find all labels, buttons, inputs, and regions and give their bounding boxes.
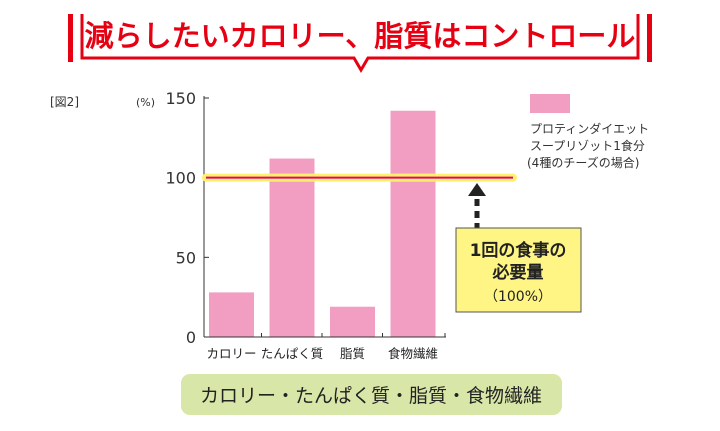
banner-bar-right — [647, 14, 652, 62]
x-tick-label: 脂質 — [340, 346, 365, 361]
title: 減らしたいカロリー、脂質はコントロール — [85, 19, 636, 53]
y-tick-label: 50 — [176, 248, 196, 267]
legend: プロティンダイエット スープリゾット1食分 (4種のチーズの場合) — [527, 94, 649, 170]
arrow-up-icon — [468, 183, 486, 230]
x-tick-label: たんぱく質 — [261, 346, 324, 361]
bar-3 — [390, 110, 436, 337]
banner-bracket — [80, 14, 640, 73]
legend-line-3: (4種のチーズの場合) — [527, 155, 639, 170]
figure-label: [図2] — [50, 95, 79, 109]
banner-bar-left — [68, 14, 73, 62]
legend-swatch — [530, 94, 570, 113]
bar-2 — [330, 306, 375, 337]
y-tick-label: 150 — [165, 89, 196, 108]
y-ticks: 0 50 100 150 — [165, 89, 209, 347]
footer-label: カロリー・たんぱく質・脂質・食物繊維 — [200, 385, 542, 407]
title-banner: 減らしたいカロリー、脂質はコントロール — [68, 14, 652, 73]
x-labels: カロリー たんぱく質 脂質 食物繊維 — [206, 333, 446, 361]
legend-line-2: スープリゾット1食分 — [530, 138, 645, 153]
footer-label-pill: カロリー・たんぱく質・脂質・食物繊維 — [181, 374, 562, 415]
y-tick-label: 0 — [186, 328, 196, 347]
callout-line-2: 必要量 — [492, 262, 544, 283]
callout-line-3: （100%） — [484, 289, 552, 305]
callout-line-1: 1回の食事の — [470, 240, 567, 261]
x-tick-label: カロリー — [206, 346, 256, 361]
bar-0 — [209, 292, 254, 337]
bar-1 — [269, 158, 315, 337]
y-tick-label: 100 — [165, 169, 196, 188]
y-unit-label: (%) — [136, 96, 155, 109]
legend-line-1: プロティンダイエット — [530, 121, 649, 136]
bars — [209, 110, 436, 337]
callout-box: 1回の食事の 必要量 （100%） — [455, 227, 582, 313]
x-tick-label: 食物繊維 — [388, 346, 438, 361]
